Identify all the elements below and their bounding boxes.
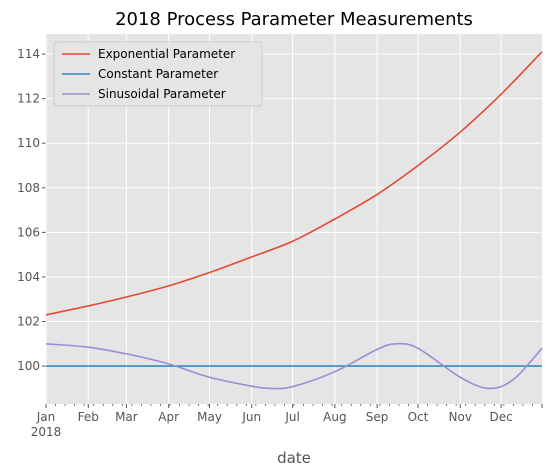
x-tick-label: Oct — [408, 410, 429, 424]
x-tick-label: Jan — [36, 410, 56, 424]
x-axis-label: date — [277, 449, 311, 467]
x-tick-label: Nov — [449, 410, 472, 424]
y-tick-label: 102 — [17, 315, 40, 329]
x-tick-label: Aug — [323, 410, 346, 424]
legend-box — [53, 41, 263, 107]
legend-label: Exponential Parameter — [98, 47, 235, 61]
x-tick-label: Dec — [490, 410, 513, 424]
y-tick-label: 110 — [17, 136, 40, 150]
legend-label: Sinusoidal Parameter — [98, 87, 226, 101]
series-line-sinusoidal-parameter — [45, 342, 543, 390]
y-tick-label: 114 — [17, 47, 40, 61]
legend-label: Constant Parameter — [98, 67, 218, 81]
series-line-exponential-parameter — [45, 51, 543, 316]
x-tick-label: Mar — [115, 410, 138, 424]
y-tick-label: 108 — [17, 181, 40, 195]
y-tick-label: 112 — [17, 92, 40, 106]
y-tick-label: 104 — [17, 270, 40, 284]
chart-title: 2018 Process Parameter Measurements — [115, 9, 473, 30]
x-tick-label: Jul — [284, 410, 299, 424]
x-tick-sublabel: 2018 — [31, 425, 62, 439]
x-tick-label: Feb — [78, 410, 99, 424]
x-tick-label: Sep — [366, 410, 389, 424]
y-tick-label: 100 — [17, 359, 40, 373]
x-tick-label: Jun — [241, 410, 261, 424]
y-tick-label: 106 — [17, 225, 40, 239]
x-tick-label: May — [197, 410, 222, 424]
x-tick-label: Apr — [158, 410, 179, 424]
